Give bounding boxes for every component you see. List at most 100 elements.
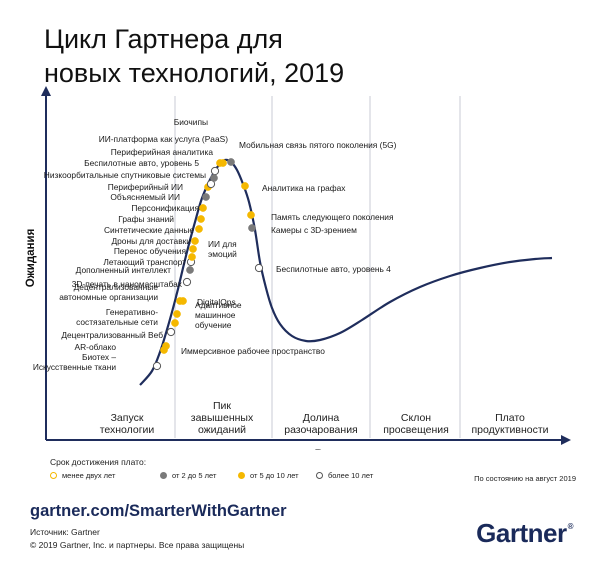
axes: Ожидания Время [25,86,571,450]
legend-label: более 10 лет [328,471,374,480]
technology-label: Камеры с 3D-зрением [271,225,357,235]
technology-point [188,253,196,261]
technology-label: 3D-печать в наномасштабах [72,279,183,289]
hype-curve [139,158,553,386]
technology-item: Объясняемый ИИ [110,192,210,202]
technology-label: Периферийный ИИ [108,182,183,192]
technology-point [197,215,205,223]
technology-label: Беспилотные авто, уровень 4 [276,264,391,274]
phase-label: Склон просвещения [383,412,449,436]
chart-title: Цикл Гартнера для новых технологий, 2019 [44,22,344,90]
legend-dot [160,472,167,479]
technology-item: DigitalOps [179,297,236,307]
phase-label: Запуск технологии [100,412,155,436]
technology-item: Летающий транспорт [103,257,196,267]
y-axis-arrow [41,86,51,96]
technology-label: Дроны для доставки [111,236,191,246]
technology-label: Перенос обучения [114,246,186,256]
technology-label: Децентрализованные автономные организации [59,282,158,302]
legend-label: от 2 до 5 лет [172,471,217,480]
technology-point [219,159,227,167]
technology-item: Децентрализованный Веб [61,327,176,340]
technology-label: Аналитика на графах [262,183,346,193]
footer-url[interactable]: gartner.com/SmarterWithGartner [30,502,287,520]
technology-point [173,310,181,318]
legend-item: от 2 до 5 лет [160,471,216,480]
chart-title-line-2: новых технологий, 2019 [44,58,345,88]
legend-item: более 10 лет [316,471,373,480]
technology-point [186,266,194,274]
x-axis-arrow [561,435,571,445]
technology-label: Объясняемый ИИ [110,192,180,202]
technology-label: AR-облако [75,342,117,352]
technology-item: Мобильная связь пятого поколения (5G) [227,140,397,166]
technology-item: Биотех – Искусственные ткани [33,352,162,372]
technology-item: 3D-печать в наномасштабах [72,277,192,289]
technology-item: Иммерсивное рабочее пространство [160,346,325,356]
technology-item: Беспилотные авто, уровень 4 [254,263,391,274]
technology-label: Низкоорбитальные спутниковые системы [44,170,206,180]
phase-label: Пик завышенных ожиданий [191,400,254,436]
technology-item: Синтетические данные [104,225,203,235]
technology-item: Адаптивное машинное обучение [173,300,242,330]
technology-point [247,211,255,219]
technology-item: Генеративно-состязательные сети [76,307,179,327]
technology-point [248,224,256,232]
technology-item: Аналитика на графах [241,182,346,193]
footer-source: Источник: Gartner © 2019 Gartner, Inc. и… [30,526,244,552]
technology-label: Синтетические данные [104,225,194,235]
technology-point [195,225,203,233]
technology-point [152,361,162,371]
legend-dot [50,472,57,479]
technology-label: Летающий транспорт [103,257,186,267]
technology-label: DigitalOps [197,297,236,307]
technology-label: Периферийная аналитика [111,147,214,157]
legend-title: Срок достижения плато: [50,457,147,467]
source-line: Источник: Gartner [30,527,100,537]
technology-point [199,204,207,212]
logo-text: Gartner [476,518,567,548]
technology-label: Память следующего поколения [271,212,394,222]
legend-item: менее двух лет [50,471,115,480]
x-axis-label: Время [315,449,352,450]
technology-point [191,237,199,245]
technology-point [179,297,187,305]
phase-labels: Запуск технологии Пик завышенных ожиданий Дол… [100,400,549,436]
technology-item: AR-облако [75,342,170,352]
technology-label: Дополненный интеллект [76,265,171,275]
technology-item: Камеры с 3D-зрением [248,224,357,235]
technology-point [162,342,170,350]
technology-item: Периферийная аналитика [111,147,218,182]
technology-item: Графы знаний [118,214,205,224]
technology-point [227,158,235,166]
copyright-line: © 2019 Gartner, Inc. и партнеры. Все пра… [30,540,245,550]
technology-item: Перенос обучения [114,245,197,256]
technology-label: Адаптивное машинное обучение [195,300,242,330]
technology-point [166,327,176,337]
legend-item: от 5 до 10 лет [238,471,299,480]
technology-label: Графы знаний [118,214,174,224]
technology-item: ИИ для эмоций [188,239,237,261]
phase-dividers [174,96,461,438]
technology-point [241,182,249,190]
technology-item: Память следующего поколения [247,211,394,222]
technology-label: Биотех – Искусственные ткани [33,352,117,372]
phase-label: Долина разочарования [284,412,358,436]
technology-point [189,245,197,253]
gartner-logo: Gartner® [476,518,573,549]
technology-points: Биотех – Искусственные ткани Иммерсивное р… [33,117,397,372]
technology-label: Иммерсивное рабочее пространство [181,346,325,356]
technology-item: Периферийный ИИ [108,182,212,192]
technology-point [210,174,218,182]
technology-item: Персонификация [131,203,207,213]
as-of-date: По состоянию на август 2019 [474,474,576,483]
legend-dot [316,472,323,479]
technology-label: Персонификация [131,203,199,213]
legend-dot [238,472,245,479]
technology-point [171,319,179,327]
chart-title-line-1: Цикл Гартнера для [44,24,283,54]
technology-label: Биочипы [174,117,208,127]
technology-point [210,166,220,176]
technology-label: Генеративно-состязательные сети [76,307,158,327]
